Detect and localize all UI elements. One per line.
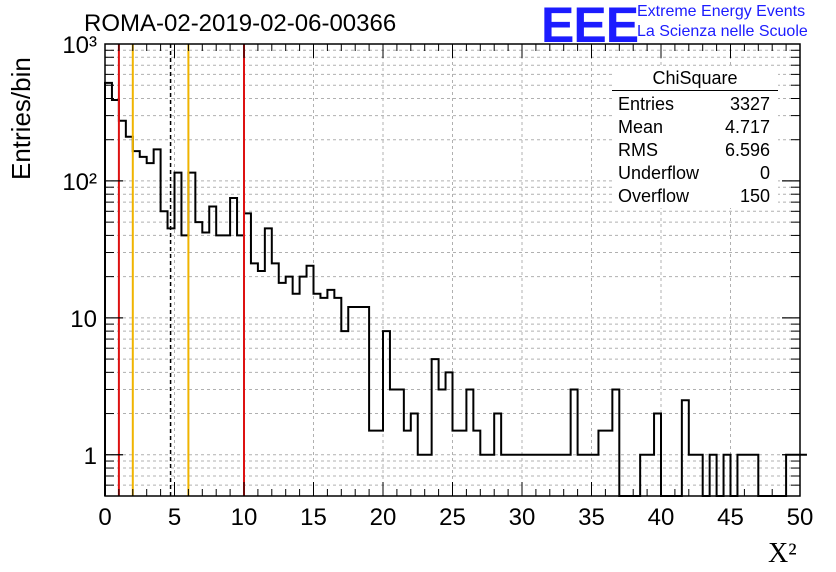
- stats-value: 3327: [729, 94, 770, 114]
- x-tick-label: 25: [439, 504, 466, 531]
- stats-box: ChiSquare Entries 3327 Mean 4.717 RMS 6.…: [612, 66, 778, 208]
- stats-value: 0: [759, 163, 770, 183]
- run-title: ROMA-02-2019-02-06-00366: [84, 10, 397, 37]
- logo-line-2: La Scienza nelle Scuole: [637, 23, 808, 40]
- marker-lines: [117, 44, 245, 496]
- y-tick-label: 10²: [62, 169, 97, 196]
- logo-line-1: Extreme Energy Events: [637, 3, 806, 20]
- stats-label: Entries: [618, 94, 675, 114]
- tick-labels: 0 5 10 15 20 25 30 35 40 45 50 1 10 10² 10³: [62, 32, 813, 531]
- x-tick-label: 5: [168, 504, 181, 531]
- x-tick-label: 10: [231, 504, 258, 531]
- x-tick-label: 0: [98, 504, 111, 531]
- eee-logo: EEE: [541, 0, 639, 53]
- x-tick-label: 50: [787, 504, 814, 531]
- axis-ticks: [104, 43, 801, 496]
- x-tick-label: 45: [717, 504, 744, 531]
- stats-label: Mean: [618, 117, 664, 137]
- x-tick-label: 35: [578, 504, 605, 531]
- x-tick-label: 15: [300, 504, 327, 531]
- x-axis-label: X²: [768, 538, 797, 569]
- stats-row-rms: RMS 6.596: [612, 139, 778, 162]
- stats-value: 4.717: [724, 117, 770, 137]
- logo-caption: Extreme Energy Events La Scienza nelle S…: [637, 2, 808, 42]
- stats-label: RMS: [618, 140, 658, 160]
- stats-value: 6.596: [724, 140, 770, 160]
- stats-label: Underflow: [618, 163, 700, 183]
- y-tick-label: 1: [84, 443, 97, 470]
- stats-row-entries: Entries 3327: [612, 93, 778, 116]
- y-axis-label: Entries/bin: [6, 57, 36, 180]
- stats-value: 150: [739, 186, 770, 206]
- stats-label: Overflow: [618, 186, 690, 206]
- y-tick-label: 10³: [62, 32, 97, 59]
- stats-title: ChiSquare: [612, 66, 778, 91]
- x-tick-label: 20: [370, 504, 397, 531]
- y-tick-label: 10: [70, 306, 97, 333]
- stats-row-underflow: Underflow 0: [612, 162, 778, 185]
- stats-row-mean: Mean 4.717: [612, 116, 778, 139]
- x-tick-label: 30: [509, 504, 536, 531]
- stats-row-overflow: Overflow 150: [612, 185, 778, 208]
- x-tick-label: 40: [648, 504, 675, 531]
